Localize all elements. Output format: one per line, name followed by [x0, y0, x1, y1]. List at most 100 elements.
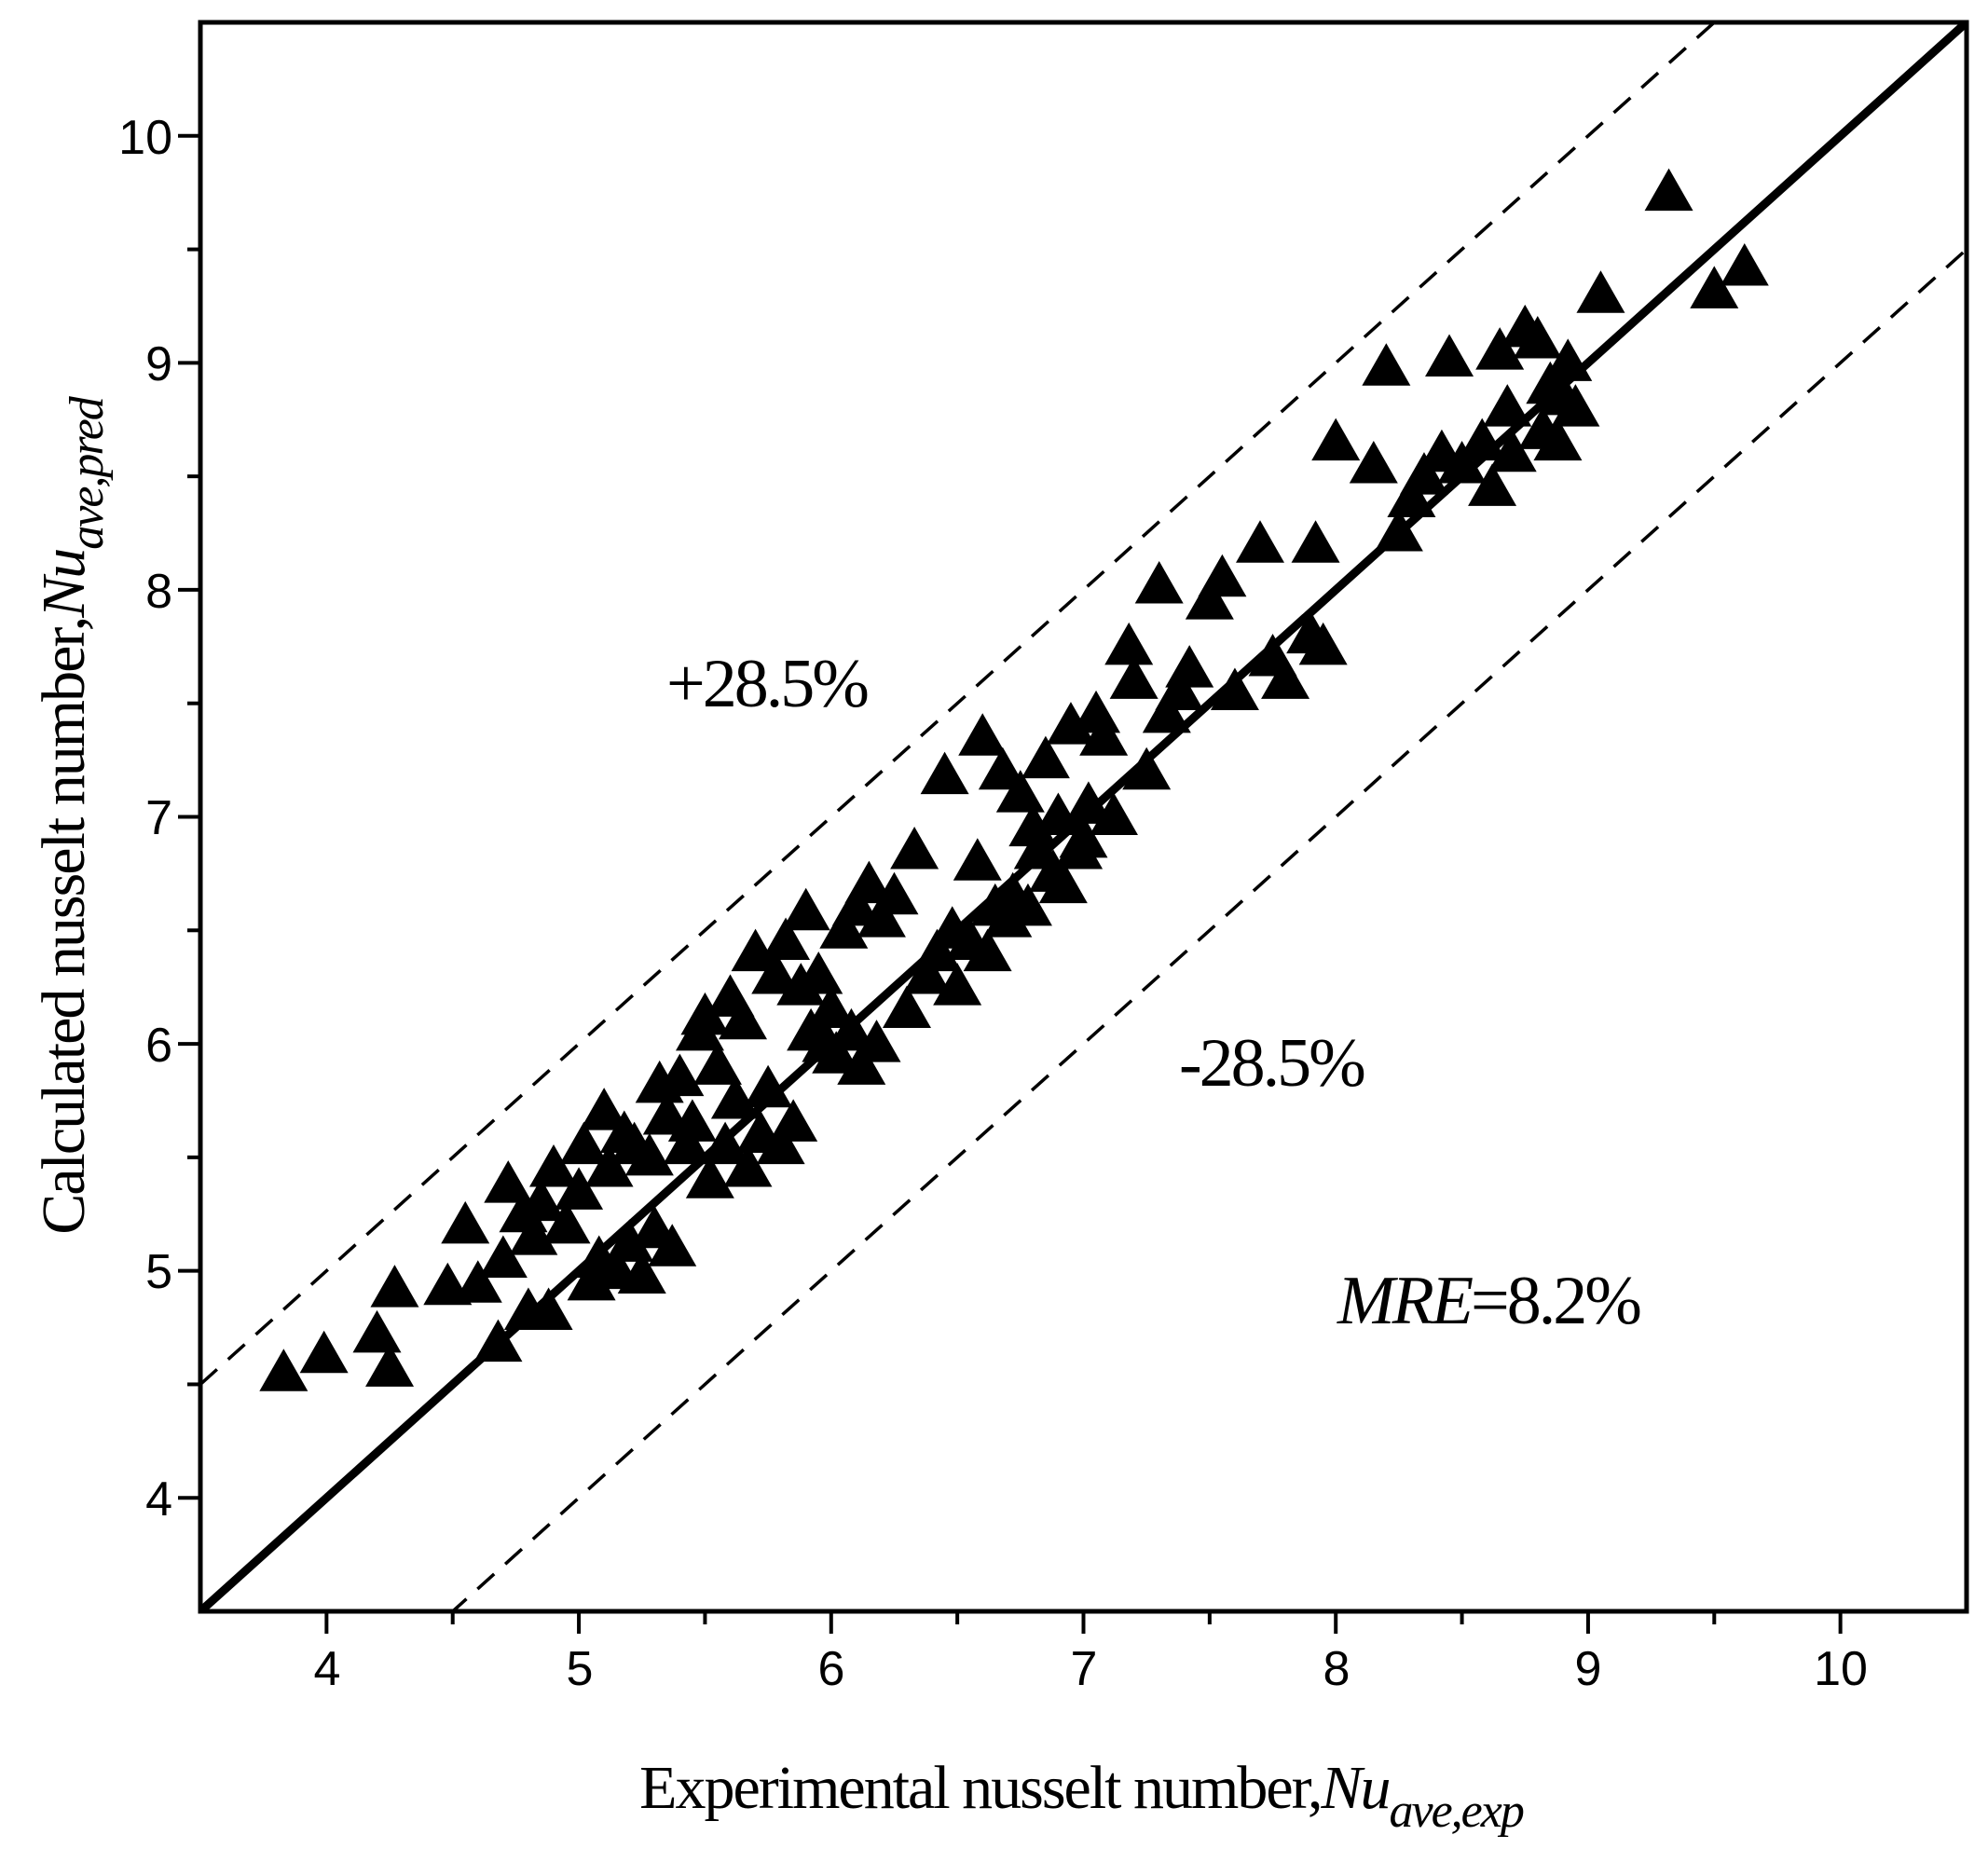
reference-lines [200, 22, 1967, 1611]
data-point [542, 1200, 591, 1244]
data-point [1021, 735, 1070, 779]
data-point [1104, 622, 1154, 665]
data-point [1437, 440, 1487, 484]
data-point [1210, 667, 1259, 711]
data-point [1236, 520, 1284, 563]
data-point [667, 1099, 717, 1142]
y-axis-title: Calculated nusselt number,Nuave,pred [30, 395, 114, 1235]
upper-bound-label: +28.5% [666, 646, 868, 722]
x-tick-label: 8 [1323, 1642, 1350, 1696]
data-point [723, 1144, 773, 1187]
data-point [1349, 440, 1398, 484]
data-point [555, 1167, 604, 1210]
data-point [484, 1160, 533, 1203]
data-point [978, 746, 1027, 790]
data-point [1387, 474, 1436, 517]
data-point [883, 985, 931, 1029]
axis-ticks [178, 133, 1843, 1634]
data-point [827, 1007, 876, 1051]
data-point [819, 906, 869, 949]
data-point [617, 1251, 666, 1294]
y-tick-label: 4 [145, 1472, 172, 1527]
data-point [701, 1121, 750, 1165]
data-point [744, 1064, 793, 1108]
lower-bound-label: -28.5% [1179, 1025, 1364, 1102]
y-tick-labels: 4 5 6 7 8 9 10 [118, 111, 172, 1527]
y-axis-title-text: Calculated nusselt number, [30, 618, 98, 1235]
data-point [1720, 243, 1769, 286]
mre-label-value: =8.2% [1471, 1263, 1640, 1339]
data-point [692, 1042, 742, 1085]
data-point [1038, 860, 1088, 904]
data-point [473, 1319, 523, 1362]
data-point [1374, 509, 1423, 552]
data-point [584, 1144, 634, 1187]
data-point [933, 963, 982, 1006]
data-point [663, 1121, 712, 1165]
data-point [1079, 713, 1129, 756]
data-point [1109, 656, 1159, 699]
x-tick-labels: 4 5 6 7 8 9 10 [314, 1642, 1868, 1696]
x-tick-label: 9 [1575, 1642, 1602, 1696]
x-tick-label: 4 [314, 1642, 341, 1696]
data-point [624, 1132, 674, 1176]
data-point [453, 1260, 502, 1303]
mre-label: MRE=8.2% [1337, 1263, 1640, 1339]
data-point [685, 1156, 734, 1198]
data-point [902, 952, 952, 994]
y-tick-label: 7 [145, 791, 172, 845]
data-point [1483, 384, 1532, 427]
data-point [781, 887, 830, 931]
data-point [806, 985, 856, 1029]
data-point [524, 1287, 573, 1330]
data-point [857, 895, 906, 938]
data-point [1155, 667, 1204, 711]
data-point [478, 1235, 528, 1278]
data-point [1425, 334, 1474, 377]
data-point [1185, 577, 1234, 620]
data-point [516, 1178, 566, 1222]
x-tick-label: 10 [1814, 1642, 1868, 1696]
data-point [605, 1219, 654, 1262]
x-tick-label: 6 [818, 1642, 845, 1696]
data-point [1362, 343, 1411, 386]
data-point [812, 1031, 861, 1074]
data-point [1488, 429, 1537, 472]
data-point [1513, 316, 1562, 359]
data-point [831, 883, 881, 926]
data-point [1576, 270, 1625, 313]
data-point [1291, 520, 1340, 563]
data-point [1046, 702, 1095, 745]
data-point [837, 1042, 886, 1085]
data-point [648, 1224, 697, 1267]
data-point [719, 996, 768, 1040]
y-tick-label: 6 [145, 1019, 172, 1073]
data-point [1261, 656, 1310, 699]
data-point [567, 1257, 616, 1301]
data-point [1533, 418, 1583, 461]
data-point [769, 1099, 818, 1142]
data-point [509, 1212, 558, 1255]
data-point [731, 928, 780, 972]
data-point [441, 1200, 490, 1244]
data-point [912, 928, 962, 972]
data-point [844, 860, 894, 904]
data-point [259, 1349, 308, 1391]
data-point [1142, 690, 1191, 733]
data-point [1543, 338, 1593, 381]
y-axis-title-symbol: Nu [30, 550, 98, 619]
data-point [1198, 554, 1247, 597]
data-point [580, 1088, 629, 1130]
data-point [1003, 883, 1052, 926]
data-point [794, 952, 843, 994]
data-point [1089, 792, 1138, 835]
x-tick-label: 5 [567, 1642, 594, 1696]
y-axis-title-subscript: ave,pred [61, 395, 114, 550]
data-point [920, 751, 969, 795]
mre-label-symbol: MRE [1337, 1263, 1474, 1339]
data-point [299, 1330, 349, 1374]
data-point [751, 952, 801, 994]
data-point [1551, 384, 1600, 427]
data-point [995, 770, 1045, 813]
